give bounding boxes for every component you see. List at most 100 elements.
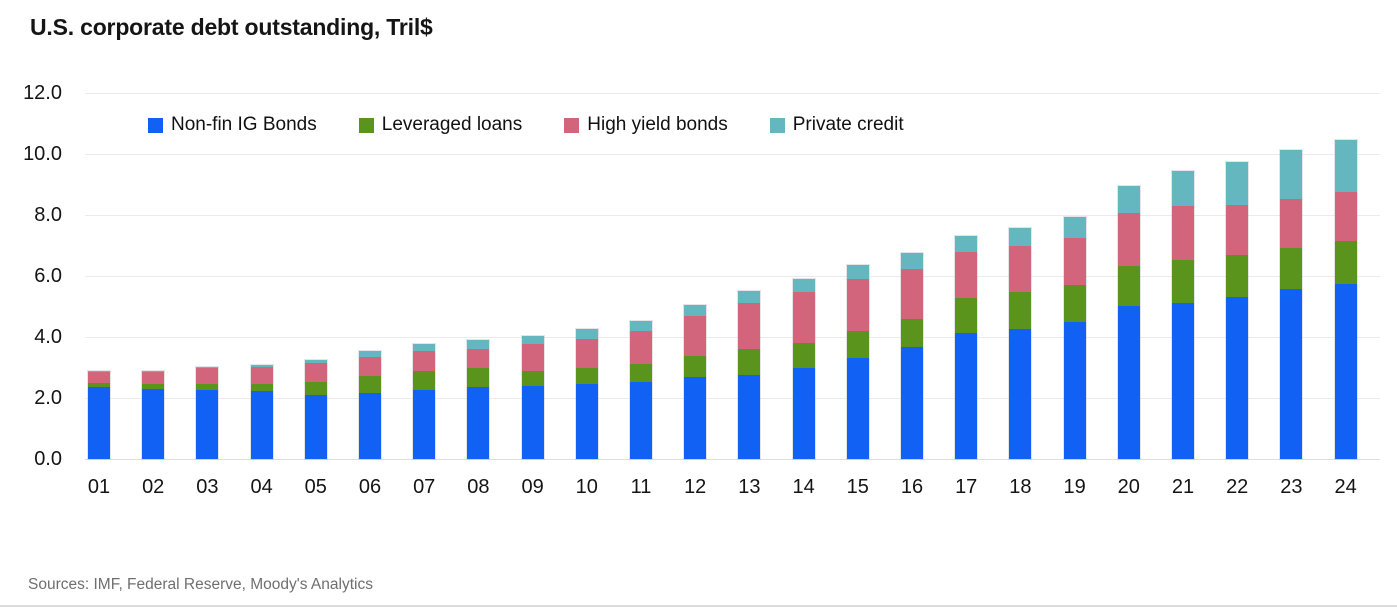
bar-09 xyxy=(521,336,544,459)
bar-segment xyxy=(846,264,869,280)
bar-segment xyxy=(304,360,327,364)
bar-segment xyxy=(1063,238,1086,286)
bar-segment xyxy=(88,387,110,459)
bar-segment xyxy=(521,336,544,344)
bar-segment xyxy=(738,348,761,375)
bar-segment xyxy=(250,366,273,385)
bar-segment xyxy=(901,269,923,319)
bar-20 xyxy=(1117,186,1140,459)
bar-segment xyxy=(88,382,110,388)
bar-12 xyxy=(684,304,707,459)
bar-02 xyxy=(142,370,165,459)
x-tick-label: 18 xyxy=(1009,476,1032,498)
x-tick-label: 17 xyxy=(955,476,978,498)
bar-segment xyxy=(1009,246,1032,293)
bar-segment xyxy=(1334,139,1357,192)
bar-segment xyxy=(521,385,544,459)
source-note: Sources: IMF, Federal Reserve, Moody's A… xyxy=(28,576,373,593)
x-tick-label: 11 xyxy=(630,476,652,498)
bar-segment xyxy=(1117,305,1140,459)
y-tick-label: 8.0 xyxy=(34,204,62,226)
y-tick-label: 0.0 xyxy=(34,448,62,470)
bar-segment xyxy=(88,370,110,373)
bar-segment xyxy=(1334,284,1357,459)
bar-05 xyxy=(304,360,327,459)
bar-segment xyxy=(142,372,165,385)
bottom-divider xyxy=(0,605,1397,607)
x-tick-label: 02 xyxy=(142,476,165,498)
bar-segment xyxy=(359,393,381,459)
x-tick-label: 24 xyxy=(1334,476,1357,498)
bar-segment xyxy=(359,376,381,394)
x-tick-label: 03 xyxy=(196,476,219,498)
bar-segment xyxy=(413,389,436,459)
bar-segment xyxy=(467,387,490,459)
gridline-4.0 xyxy=(85,336,1380,338)
bar-segment xyxy=(1280,247,1303,290)
bar-segment xyxy=(955,251,978,299)
gridline-2.0 xyxy=(85,397,1380,399)
bar-segment xyxy=(630,330,652,365)
x-tick-label: 06 xyxy=(358,476,382,498)
bar-segment xyxy=(359,351,381,357)
bar-segment xyxy=(250,364,273,367)
bar-19 xyxy=(1063,217,1086,459)
legend-swatch-icon xyxy=(564,117,580,133)
gridline-8.0 xyxy=(85,214,1380,216)
bar-segment xyxy=(1226,297,1249,459)
chart-title: U.S. corporate debt outstanding, Tril$ xyxy=(30,14,433,40)
bar-segment xyxy=(575,338,598,369)
bar-segment xyxy=(1172,259,1194,303)
y-tick-label: 2.0 xyxy=(34,387,62,409)
bar-14 xyxy=(792,279,815,459)
bar-segment xyxy=(684,376,707,459)
y-tick-label: 4.0 xyxy=(34,326,62,348)
bar-18 xyxy=(1009,228,1032,459)
bar-segment xyxy=(1280,150,1303,199)
bar-segment xyxy=(304,363,327,383)
x-tick-label: 21 xyxy=(1171,476,1195,498)
bar-segment xyxy=(142,388,165,459)
bar-segment xyxy=(846,358,869,459)
y-tick-label: 10.0 xyxy=(23,143,62,165)
bar-segment xyxy=(684,316,707,356)
bar-segment xyxy=(846,279,869,332)
bar-segment xyxy=(142,384,165,389)
bar-segment xyxy=(1063,217,1086,239)
bar-segment xyxy=(1226,254,1249,298)
bar-segment xyxy=(630,320,652,331)
bar-segment xyxy=(1334,191,1357,242)
bar-23 xyxy=(1280,150,1303,459)
bar-segment xyxy=(575,328,598,339)
x-tick-label: 07 xyxy=(413,476,436,498)
x-tick-label: 19 xyxy=(1063,476,1086,498)
bar-segment xyxy=(792,342,815,369)
bar-segment xyxy=(575,383,598,459)
bar-segment xyxy=(1009,228,1032,247)
bar-segment xyxy=(413,351,436,371)
bar-segment xyxy=(304,395,327,459)
bar-segment xyxy=(196,366,219,369)
bar-segment xyxy=(792,368,815,459)
bar-segment xyxy=(955,333,978,459)
bar-segment xyxy=(901,318,923,348)
bar-segment xyxy=(792,292,815,343)
bar-segment xyxy=(1172,302,1194,459)
bar-13 xyxy=(738,290,761,459)
bar-segment xyxy=(196,384,219,390)
bar-segment xyxy=(1117,186,1140,214)
bar-segment xyxy=(792,279,815,293)
bar-segment xyxy=(142,370,165,373)
bar-segment xyxy=(955,298,978,333)
bar-segment xyxy=(1063,321,1086,459)
bar-11 xyxy=(630,320,652,459)
bar-segment xyxy=(250,384,273,392)
gridline-0.0 xyxy=(85,458,1380,460)
bar-segment xyxy=(521,370,544,386)
bar-03 xyxy=(196,366,219,459)
bar-segment xyxy=(88,372,110,383)
legend-label: Private credit xyxy=(792,114,904,135)
bar-segment xyxy=(1172,206,1194,260)
bar-segment xyxy=(304,382,327,395)
